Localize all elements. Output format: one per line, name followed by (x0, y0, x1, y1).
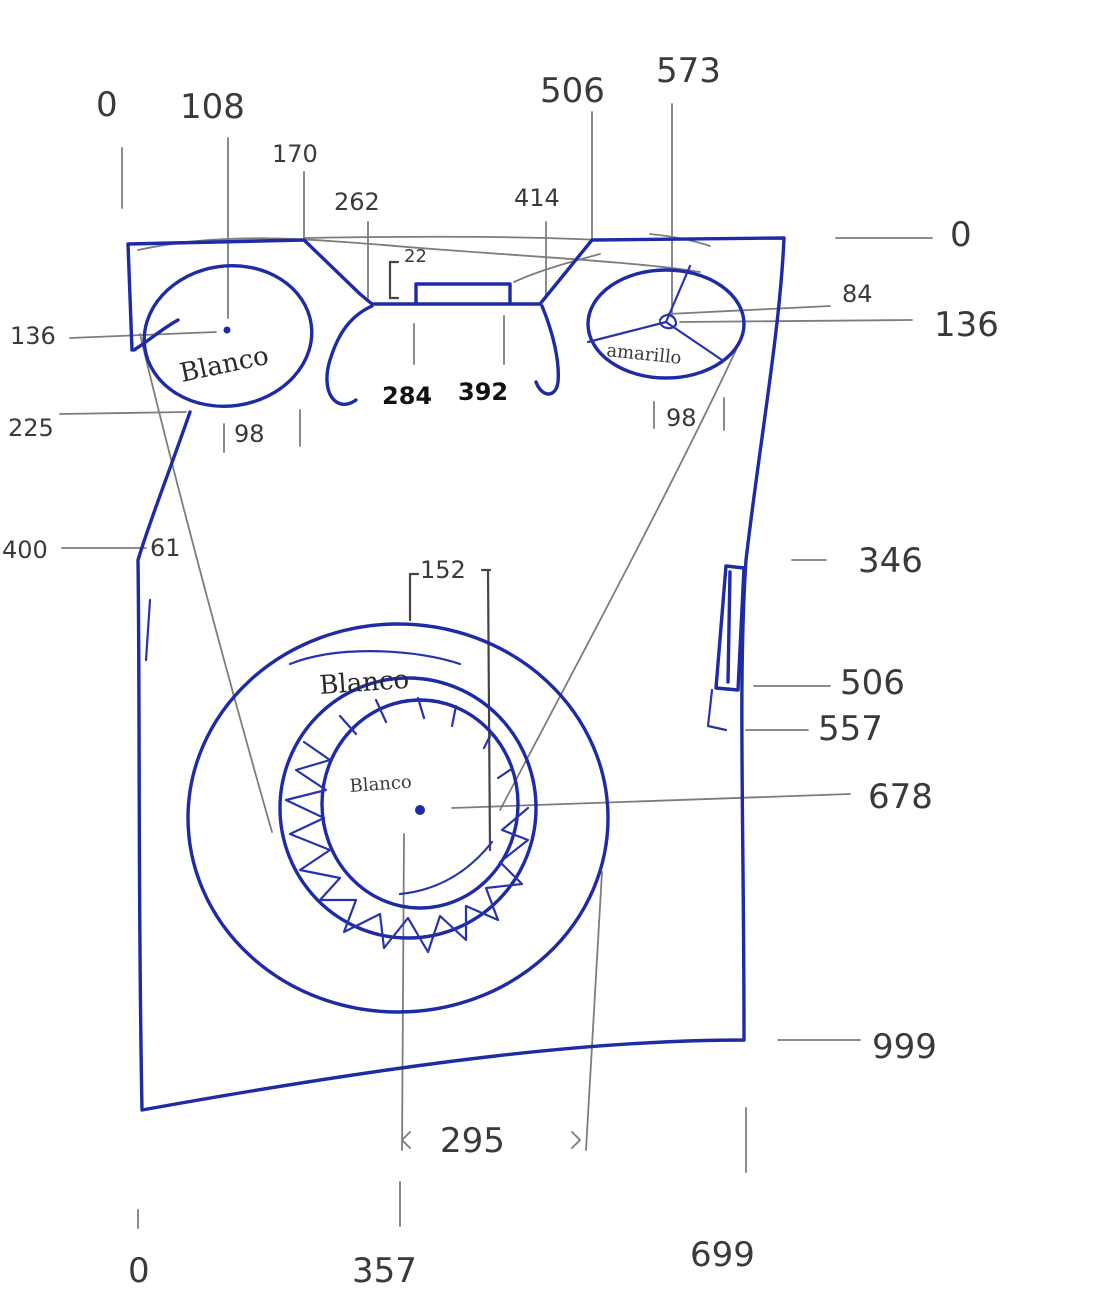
dim-left-225: 225 (8, 414, 54, 442)
dim-bottom-0: 0 (128, 1251, 150, 1291)
dim-top-170: 170 (272, 140, 318, 168)
dim-door-295: 295 (440, 1121, 505, 1161)
dim-right-506: 506 (840, 663, 905, 703)
dim-right-0: 0 (950, 215, 972, 255)
dim-top-262: 262 (334, 188, 380, 216)
pencil-guides (59, 103, 933, 1229)
dim-left-400: 400 (2, 536, 48, 564)
dim-right-346: 346 (858, 541, 923, 581)
dim-slot-392: 392 (458, 378, 508, 406)
dim-bottom-357: 357 (352, 1251, 417, 1291)
dim-slot-22: 22 (404, 246, 427, 267)
dim-left-knob-98: 98 (234, 420, 265, 448)
dim-left-136: 136 (10, 322, 56, 350)
dim-right-557: 557 (818, 709, 883, 749)
dimension-labels: 0 108 170 262 414 506 573 22 284 392 98 … (2, 51, 999, 1291)
dim-top-506: 506 (540, 71, 605, 111)
colour-labels: Blanco amarillo Blanco Blanco (177, 340, 682, 797)
dim-slot-284: 284 (382, 382, 432, 410)
door-glass-label: Blanco (349, 772, 413, 797)
dim-right-678: 678 (868, 777, 933, 817)
dim-left-61: 61 (150, 534, 181, 562)
dim-bottom-699: 699 (690, 1235, 755, 1275)
door-ring-label: Blanco (318, 665, 410, 701)
dim-top-0: 0 (96, 85, 118, 125)
dim-door-152: 152 (420, 556, 466, 584)
dim-84: 84 (842, 280, 873, 308)
machine-body (126, 236, 786, 1112)
dim-top-573: 573 (656, 51, 721, 91)
dim-right-knob-98: 98 (666, 404, 697, 432)
dim-top-414: 414 (514, 184, 560, 212)
dim-right-999: 999 (872, 1027, 937, 1067)
dim-top-108: 108 (180, 87, 245, 127)
left-knob-label: Blanco (177, 341, 271, 389)
dim-right-136: 136 (934, 305, 999, 345)
